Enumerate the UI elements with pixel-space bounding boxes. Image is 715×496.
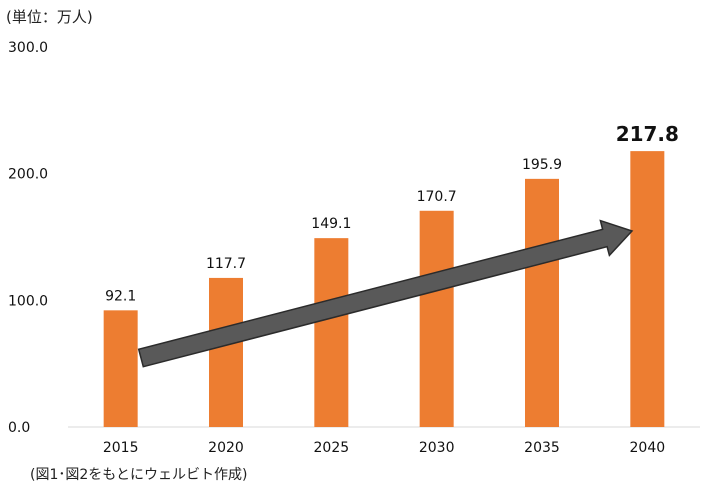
trend-arrow xyxy=(137,219,634,368)
bar-value-label: 195.9 xyxy=(522,157,562,173)
x-tick-label: 2030 xyxy=(419,440,455,456)
y-tick-label: 100.0 xyxy=(8,293,48,309)
x-axis-ticks: 2015 2020 2025 2030 2035 2040 xyxy=(103,440,665,456)
unit-label: (単位：万人) xyxy=(6,8,93,26)
source-label: (図1･図2をもとにウェルビト作成) xyxy=(30,467,248,483)
bar-value-label: 170.7 xyxy=(417,189,457,205)
y-axis-ticks: 0.0 100.0 200.0 300.0 xyxy=(8,40,48,436)
y-tick-label: 0.0 xyxy=(8,420,30,436)
bar xyxy=(103,310,138,427)
x-tick-label: 2040 xyxy=(630,440,666,456)
bar xyxy=(314,238,349,427)
y-tick-label: 200.0 xyxy=(8,167,48,183)
bar xyxy=(209,277,243,427)
bar xyxy=(630,151,665,427)
y-tick-label: 300.0 xyxy=(8,40,48,56)
x-tick-label: 2035 xyxy=(524,440,560,456)
bar-value-label: 149.1 xyxy=(311,216,351,232)
x-tick-label: 2025 xyxy=(314,440,350,456)
bar-value-label: 92.1 xyxy=(105,288,136,304)
bar-value-label: 117.7 xyxy=(206,256,246,272)
x-tick-label: 2020 xyxy=(208,440,244,456)
bar xyxy=(525,178,559,427)
bars xyxy=(103,151,665,427)
bar xyxy=(419,210,454,427)
bar-value-label: 217.8 xyxy=(616,122,679,146)
x-tick-label: 2015 xyxy=(103,440,139,456)
value-labels: 92.1 117.7 149.1 170.7 195.9 217.8 xyxy=(105,122,679,304)
